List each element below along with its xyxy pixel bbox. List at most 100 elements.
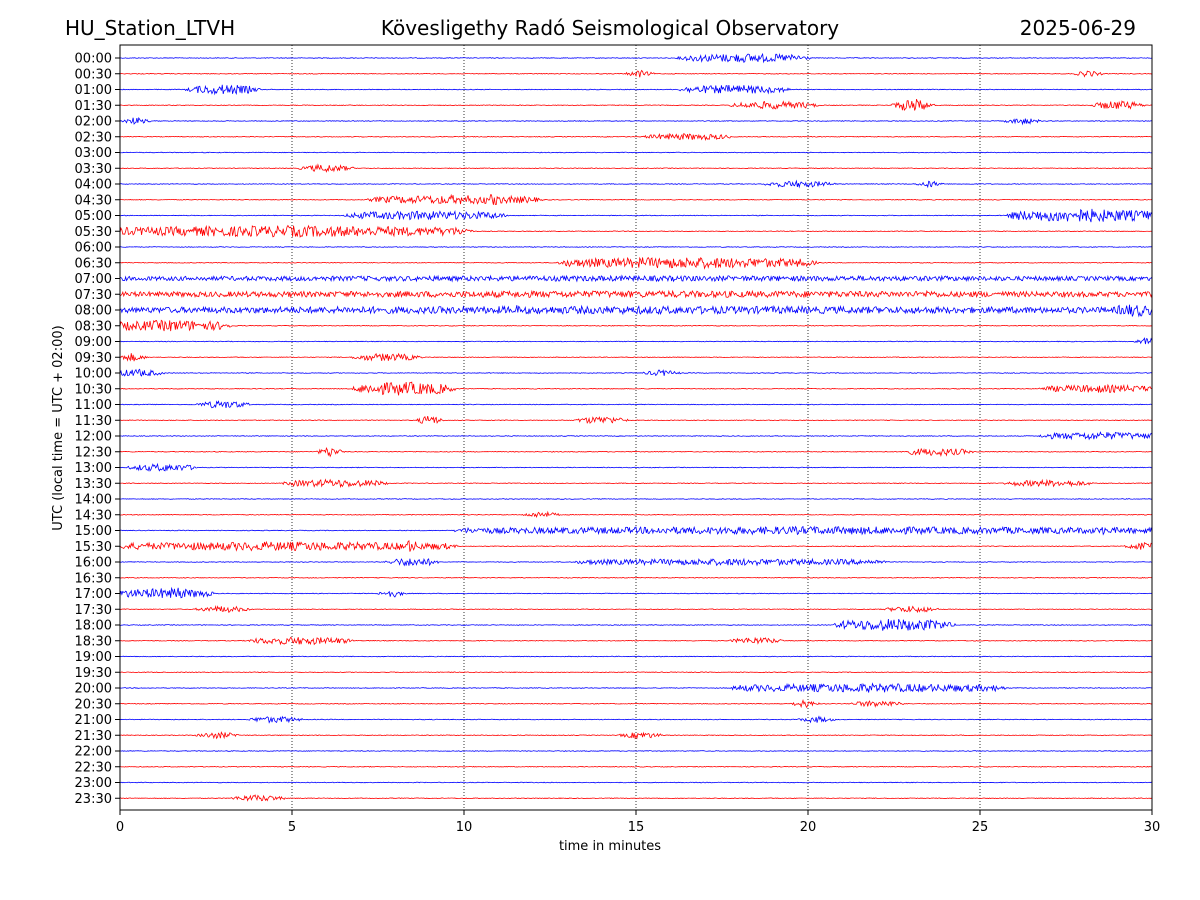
y-tick-label: 19:30	[75, 666, 112, 681]
x-tick-label: 20	[800, 820, 817, 835]
y-tick-label: 12:30	[75, 445, 112, 460]
y-tick-label: 14:00	[75, 493, 112, 508]
y-tick-label: 20:00	[75, 682, 112, 697]
x-axis-ticks: 0 5 10 15 20 25 30	[116, 810, 1160, 835]
x-tick-label: 10	[456, 820, 473, 835]
trace-line	[119, 431, 1153, 441]
trace-line	[119, 498, 1153, 500]
y-tick-label: 19:00	[75, 650, 112, 665]
x-tick-label: 25	[972, 820, 989, 835]
trace-line	[119, 655, 1153, 658]
trace-line	[119, 151, 1153, 154]
trace-line	[119, 400, 1153, 409]
trace-line	[119, 636, 1153, 646]
y-tick-label: 00:00	[75, 52, 112, 67]
trace-line	[119, 304, 1153, 318]
y-tick-label: 16:30	[75, 571, 112, 586]
y-tick-label: 04:30	[75, 193, 112, 208]
trace-line	[119, 682, 1153, 693]
trace-line	[119, 462, 1153, 472]
y-tick-label: 02:00	[75, 115, 112, 130]
trace-line	[119, 618, 1153, 631]
y-tick-label: 21:00	[75, 713, 112, 728]
y-tick-label: 10:30	[75, 382, 112, 397]
x-tick-label: 5	[288, 820, 296, 835]
x-axis-label: time in minutes	[559, 839, 661, 854]
y-tick-label: 13:00	[75, 461, 112, 476]
y-tick-label: 02:30	[75, 130, 112, 145]
y-tick-label: 15:00	[75, 524, 112, 539]
y-tick-label: 00:30	[75, 67, 112, 82]
y-tick-label: 07:00	[75, 272, 112, 287]
trace-line	[119, 415, 1153, 424]
trace-line	[119, 557, 1153, 567]
y-tick-label: 18:00	[75, 619, 112, 634]
y-tick-label: 15:30	[75, 540, 112, 555]
trace-line	[119, 337, 1153, 345]
trace-line	[119, 715, 1153, 724]
y-tick-label: 14:30	[75, 508, 112, 523]
y-tick-label: 06:30	[75, 256, 112, 271]
trace-line	[119, 116, 1153, 126]
trace-line	[119, 352, 1153, 362]
trace-line	[119, 447, 1153, 458]
y-tick-label: 01:00	[75, 83, 112, 98]
trace-line	[119, 98, 1153, 112]
trace-line	[119, 731, 1153, 740]
y-tick-label: 22:30	[75, 760, 112, 775]
trace-line	[119, 525, 1153, 536]
y-tick-label: 23:00	[75, 776, 112, 791]
trace-line	[119, 163, 1153, 173]
chart-title: Kövesligethy Radó Seismological Observat…	[381, 16, 839, 40]
y-tick-label: 17:30	[75, 603, 112, 618]
plot-area	[120, 45, 1152, 810]
trace-line	[119, 208, 1153, 223]
trace-line	[119, 586, 1153, 599]
trace-line	[119, 781, 1153, 784]
trace-line	[119, 84, 1152, 96]
y-tick-label: 05:30	[75, 225, 112, 240]
y-tick-label: 16:00	[75, 556, 112, 571]
trace-line	[119, 381, 1153, 396]
trace-line	[119, 69, 1153, 78]
y-tick-label: 09:00	[75, 335, 112, 350]
y-tick-label: 20:30	[75, 697, 112, 712]
y-tick-label: 11:00	[75, 398, 112, 413]
trace-line	[119, 671, 1153, 674]
trace-line	[119, 193, 1153, 206]
trace-line	[119, 539, 1153, 552]
x-tick-label: 15	[628, 820, 645, 835]
trace-line	[119, 750, 1153, 752]
date-title: 2025-06-29	[1020, 16, 1136, 40]
y-tick-label: 01:30	[75, 99, 112, 114]
y-tick-label: 03:00	[75, 146, 112, 161]
y-tick-label: 07:30	[75, 288, 112, 303]
y-tick-label: 21:30	[75, 729, 112, 744]
trace-line	[119, 224, 1153, 238]
y-tick-label: 03:30	[75, 162, 112, 177]
trace-line	[119, 605, 1153, 614]
trace-line	[119, 478, 1153, 489]
trace-line	[119, 698, 1153, 709]
y-tick-label: 08:30	[75, 319, 112, 334]
y-tick-label: 10:00	[75, 367, 112, 382]
station-title: HU_Station_LTVH	[65, 16, 235, 40]
trace-line	[119, 246, 1153, 248]
trace-line	[119, 510, 1153, 519]
y-tick-label: 18:30	[75, 634, 112, 649]
y-tick-label: 04:00	[75, 178, 112, 193]
y-tick-label: 05:00	[75, 209, 112, 224]
y-tick-label: 09:30	[75, 351, 112, 366]
y-tick-label: 23:30	[75, 792, 112, 807]
trace-line	[119, 319, 1153, 332]
trace-line	[119, 368, 1153, 377]
y-tick-label: 22:00	[75, 745, 112, 760]
trace-line	[120, 765, 1153, 768]
trace-line	[119, 794, 1153, 802]
trace-line	[119, 274, 1153, 283]
y-tick-label: 11:30	[75, 414, 112, 429]
y-axis-label: UTC (local time = UTC + 02:00)	[51, 325, 66, 530]
trace-line	[119, 179, 1153, 189]
y-tick-label: 17:00	[75, 587, 112, 602]
